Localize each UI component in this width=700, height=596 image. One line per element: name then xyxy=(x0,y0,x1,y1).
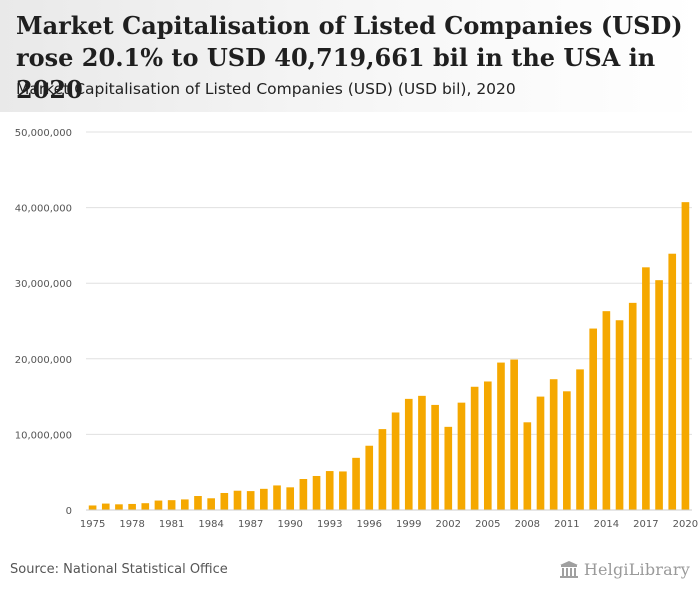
bar-1989 xyxy=(273,485,281,510)
bar-1987 xyxy=(246,491,255,510)
bar-2003 xyxy=(457,402,466,510)
bar-1979 xyxy=(141,503,150,510)
bar-2019 xyxy=(668,253,677,510)
bar-1977 xyxy=(115,504,123,510)
bar-2012 xyxy=(576,369,584,510)
bar-1993 xyxy=(325,471,334,510)
bar-2007 xyxy=(510,359,518,510)
x-tick-label: 1999 xyxy=(396,519,421,530)
y-tick-label: 20,000,000 xyxy=(15,355,72,366)
bar-2002 xyxy=(444,426,453,510)
bar-1978 xyxy=(128,503,136,510)
page-title: Market Capitalisation of Listed Companie… xyxy=(16,11,683,104)
bar-1998 xyxy=(391,412,400,510)
bar-2011 xyxy=(563,391,571,510)
bar-1990 xyxy=(286,487,295,510)
bar-1995 xyxy=(352,457,360,510)
bar-1981 xyxy=(167,500,176,510)
source-note: Source: National Statistical Office xyxy=(10,562,228,577)
bar-chart: 0 10,000,000 20,000,000 30,000,000 40,000,00… xyxy=(15,128,698,530)
y-tick-label: 40,000,000 xyxy=(15,204,72,215)
bar-2017 xyxy=(642,267,650,510)
bar-2018 xyxy=(655,280,663,510)
bar-2016 xyxy=(628,302,637,510)
bar-1976 xyxy=(101,503,110,510)
bar-1996 xyxy=(365,445,374,510)
y-tick-label: 30,000,000 xyxy=(15,279,72,290)
x-tick-label: 1987 xyxy=(238,519,263,530)
x-tick-label: 2014 xyxy=(594,519,619,530)
bar-2009 xyxy=(536,396,545,510)
logo-text: HelgiLibrary xyxy=(583,560,690,579)
x-tick-label: 2020 xyxy=(673,519,698,530)
chart-area: 0 10,000,000 20,000,000 30,000,000 40,000,00… xyxy=(0,112,700,544)
x-tick-label: 2011 xyxy=(554,519,579,530)
bar-1975 xyxy=(88,505,97,510)
bar-1997 xyxy=(378,429,387,510)
library-building-icon xyxy=(559,560,578,578)
x-tick-label: 1978 xyxy=(119,519,144,530)
x-tick-label: 1981 xyxy=(159,519,184,530)
bar-2020 xyxy=(681,202,690,510)
bar-1991 xyxy=(299,479,308,510)
bar-1984 xyxy=(207,498,215,510)
y-tick-label: 50,000,000 xyxy=(15,128,72,139)
bar-2014 xyxy=(602,311,611,510)
bar-1982 xyxy=(180,499,189,510)
bar-1992 xyxy=(312,475,321,510)
bar-1988 xyxy=(260,488,268,510)
y-tick-label: 10,000,000 xyxy=(15,430,72,441)
header: Market Capitalisation of Listed Companie… xyxy=(0,0,700,112)
bar-2006 xyxy=(497,362,505,510)
bar-2008 xyxy=(523,422,532,510)
x-tick-label: 1990 xyxy=(277,519,302,530)
chart-subtitle: Market Capitalisation of Listed Companie… xyxy=(16,80,516,98)
bar-2005 xyxy=(483,381,492,510)
bar-2013 xyxy=(589,328,598,510)
x-tick-label: 1975 xyxy=(80,519,105,530)
bar-1985 xyxy=(220,492,229,510)
bar-1994 xyxy=(339,471,347,510)
bar-2004 xyxy=(470,386,479,510)
x-tick-label: 1993 xyxy=(317,519,342,530)
bar-1983 xyxy=(194,496,202,510)
bar-1999 xyxy=(404,398,413,510)
x-tick-label: 2005 xyxy=(475,519,500,530)
y-tick-label: 0 xyxy=(66,506,72,517)
bar-2001 xyxy=(431,404,439,510)
bar-1986 xyxy=(233,490,242,510)
x-tick-label: 1984 xyxy=(198,519,223,530)
x-tick-label: 2002 xyxy=(436,519,461,530)
x-tick-label: 2008 xyxy=(515,519,540,530)
bar-2010 xyxy=(549,379,558,510)
bar-2000 xyxy=(418,395,426,510)
x-tick-label: 2017 xyxy=(633,519,658,530)
bar-1980 xyxy=(154,500,163,510)
x-tick-label: 1996 xyxy=(357,519,382,530)
bar-2015 xyxy=(615,320,624,510)
helgilibrary-logo: HelgiLibrary xyxy=(559,560,690,579)
